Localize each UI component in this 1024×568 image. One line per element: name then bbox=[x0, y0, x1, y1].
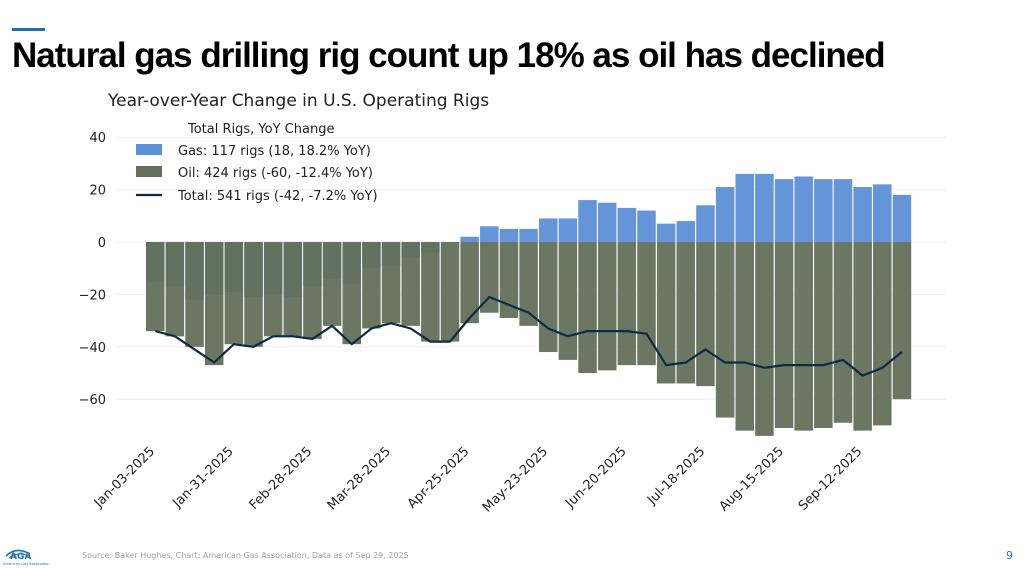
aga-logo: AGA American Gas Association bbox=[3, 549, 50, 566]
oil-bar bbox=[204, 242, 224, 366]
source-note: Source: Baker Hughes, Chart: American Ga… bbox=[82, 551, 409, 560]
gas-bar bbox=[480, 226, 499, 242]
oil-bar bbox=[342, 242, 361, 345]
x-tick-label: Jan-31-2025 bbox=[169, 444, 236, 511]
legend-entry: Oil: 424 rigs (-60, -12.4% YoY) bbox=[178, 166, 373, 181]
oil-bar bbox=[774, 242, 794, 429]
oil-bar bbox=[185, 242, 204, 347]
x-tick-label: Jan-03-2025 bbox=[91, 444, 158, 511]
oil-bar bbox=[224, 242, 244, 345]
oil-bar bbox=[460, 242, 479, 324]
oil-bar bbox=[853, 242, 872, 431]
gas-bar bbox=[460, 236, 479, 242]
total-line bbox=[155, 295, 903, 377]
y-tick-label: −60 bbox=[79, 393, 106, 408]
gas-bar bbox=[873, 184, 892, 242]
oil-bar bbox=[656, 242, 676, 384]
legend-title: Total Rigs, YoY Change bbox=[187, 122, 334, 137]
y-tick-label: 20 bbox=[89, 184, 106, 199]
gas-bar bbox=[853, 186, 872, 242]
y-tick-label: −40 bbox=[79, 341, 106, 356]
oil-bar bbox=[558, 242, 578, 360]
legend-oil-swatch bbox=[136, 166, 162, 177]
y-tick-label: 40 bbox=[89, 131, 106, 146]
gas-bar bbox=[715, 186, 735, 242]
gas-bar bbox=[539, 218, 558, 242]
x-tick-label: Jun-20-2025 bbox=[562, 444, 629, 511]
legend-entry: Total: 541 rigs (-42, -7.2% YoY) bbox=[177, 189, 378, 204]
gas-bar bbox=[833, 179, 853, 242]
gas-bar bbox=[519, 228, 538, 242]
oil-bar bbox=[263, 242, 283, 337]
oil-bar bbox=[322, 242, 342, 326]
slide-title: Natural gas drilling rig count up 18% as… bbox=[12, 36, 886, 75]
oil-bar bbox=[794, 242, 813, 431]
oil-bar bbox=[696, 242, 715, 387]
oil-bar bbox=[539, 242, 558, 353]
oil-bar bbox=[165, 242, 185, 337]
gas-bar bbox=[558, 218, 578, 242]
oil-bar bbox=[401, 242, 420, 326]
legend: Total Rigs, YoY Change Gas: 117 rigs (18,… bbox=[136, 122, 378, 204]
gas-bar bbox=[499, 228, 519, 242]
oil-bar bbox=[244, 242, 263, 347]
oil-bar bbox=[283, 242, 303, 337]
gas-bar bbox=[814, 179, 833, 242]
gas-bar bbox=[597, 202, 617, 242]
oil-bar bbox=[480, 242, 499, 313]
y-tick-label: 0 bbox=[98, 236, 106, 251]
x-tick-label: Jul-18-2025 bbox=[644, 444, 708, 508]
page-number: 9 bbox=[1006, 549, 1013, 562]
oil-bar bbox=[519, 242, 538, 326]
oil-bar bbox=[715, 242, 735, 418]
oil-bar bbox=[597, 242, 617, 371]
gas-bar bbox=[696, 205, 715, 242]
gas-bar bbox=[755, 173, 774, 242]
gas-bar bbox=[676, 221, 696, 242]
gas-bar bbox=[892, 194, 912, 242]
oil-bar bbox=[440, 242, 460, 342]
gas-bar bbox=[617, 207, 637, 242]
gas-bar bbox=[578, 200, 597, 242]
svg-text:AGA: AGA bbox=[10, 552, 31, 562]
gas-bar bbox=[774, 179, 794, 242]
oil-bar bbox=[617, 242, 637, 366]
gas-bar bbox=[735, 173, 754, 242]
x-tick-label: Feb-28-2025 bbox=[247, 444, 316, 513]
oil-bar bbox=[637, 242, 656, 366]
x-tick-label: Sep-12-2025 bbox=[796, 444, 866, 514]
title-accent-bar bbox=[12, 28, 45, 31]
oil-bar bbox=[421, 242, 440, 342]
x-tick-label: Aug-15-2025 bbox=[717, 444, 787, 514]
oil-bar bbox=[755, 242, 774, 436]
legend-entry: Gas: 117 rigs (18, 18.2% YoY) bbox=[178, 144, 371, 159]
oil-bar bbox=[381, 242, 401, 324]
oil-bar bbox=[873, 242, 892, 426]
legend-gas-swatch bbox=[136, 144, 162, 155]
svg-text:American Gas Association: American Gas Association bbox=[3, 562, 50, 566]
oil-bar bbox=[499, 242, 519, 318]
oil-bar bbox=[892, 242, 912, 400]
chart-title: Year-over-Year Change in U.S. Operating … bbox=[107, 91, 489, 111]
oil-bar bbox=[833, 242, 853, 423]
x-tick-label: May-23-2025 bbox=[480, 444, 551, 515]
oil-bar bbox=[303, 242, 322, 339]
x-tick-label: Mar-28-2025 bbox=[325, 444, 394, 513]
oil-bar bbox=[578, 242, 597, 373]
gas-bar bbox=[637, 210, 656, 242]
y-tick-label: −20 bbox=[79, 288, 106, 303]
gas-bar bbox=[794, 176, 813, 242]
oil-bar bbox=[362, 242, 381, 329]
oil-bar bbox=[676, 242, 696, 384]
oil-bar bbox=[814, 242, 833, 429]
oil-bar bbox=[735, 242, 754, 431]
x-tick-label: Apr-25-2025 bbox=[405, 444, 473, 512]
oil-bar bbox=[146, 242, 165, 332]
gas-bar bbox=[656, 223, 676, 242]
